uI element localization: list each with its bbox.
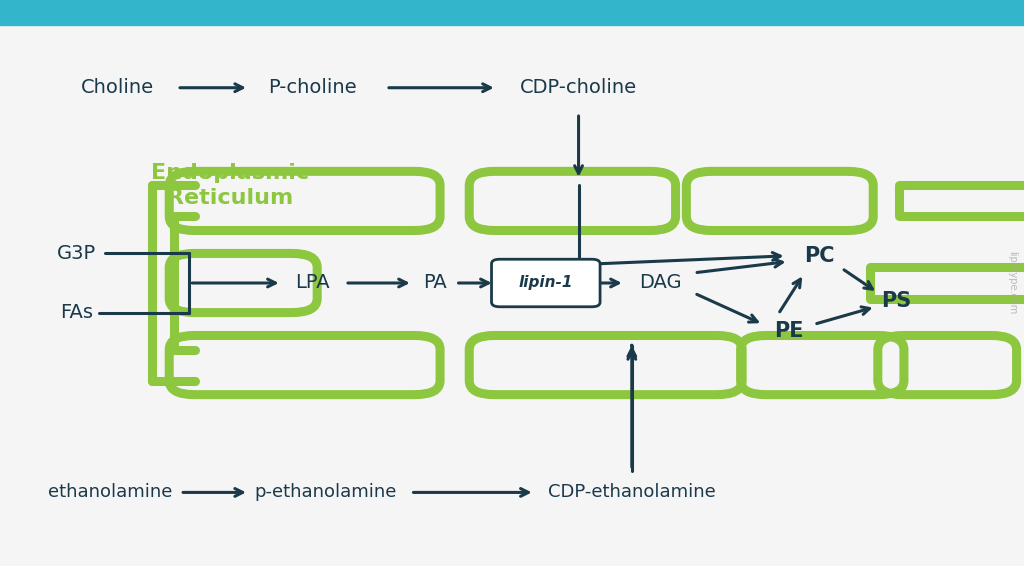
Bar [0,0,1024,25]
FancyBboxPatch shape [492,259,600,307]
Text: DAG: DAG [639,273,682,293]
Text: p-ethanolamine: p-ethanolamine [254,483,397,501]
Text: PE: PE [774,321,803,341]
Text: lipin-1: lipin-1 [518,276,573,290]
Text: lipotype.com: lipotype.com [1007,251,1017,315]
Text: CDP-ethanolamine: CDP-ethanolamine [548,483,716,501]
Text: Endoplasmic: Endoplasmic [152,162,309,183]
Text: CDP-choline: CDP-choline [520,78,637,97]
Text: PS: PS [881,291,911,311]
Text: P-choline: P-choline [268,78,356,97]
Text: G3P: G3P [57,243,96,263]
Text: FAs: FAs [60,303,93,323]
Text: ethanolamine: ethanolamine [48,483,173,501]
Text: Reticulum: Reticulum [167,188,294,208]
Text: PC: PC [804,246,835,266]
Text: LPA: LPA [295,273,330,293]
Text: PA: PA [423,273,447,293]
Text: Choline: Choline [81,78,155,97]
